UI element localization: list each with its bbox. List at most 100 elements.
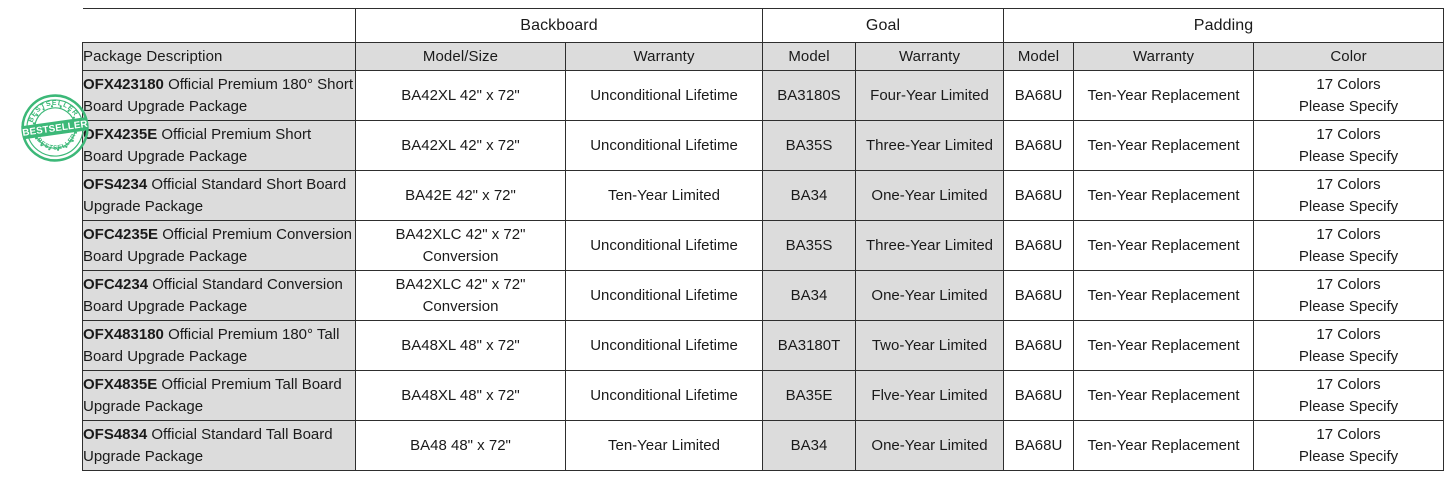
- cell-package-description: OFX483180 Official Premium 180° Tall Boa…: [82, 320, 356, 371]
- cell-padding-warranty: Ten-Year Replacement: [1073, 270, 1255, 321]
- color-count: 17 Colors: [1316, 326, 1381, 344]
- color-count: 17 Colors: [1316, 226, 1381, 244]
- backboard-model-line1: BA42XL 42" x 72": [401, 136, 520, 154]
- color-specify-note: Please Specify: [1298, 347, 1399, 365]
- cell-padding-warranty: Ten-Year Replacement: [1073, 420, 1255, 471]
- cell-padding-warranty: Ten-Year Replacement: [1073, 120, 1255, 171]
- cell-backboard-model-size: BA48 48" x 72": [355, 420, 566, 471]
- cell-backboard-model-size: BA42XL 42" x 72": [355, 120, 566, 171]
- package-description-text: Official Premium Conversion Board Upgrad…: [83, 226, 353, 265]
- package-description-text: Official Standard Conversion Board Upgra…: [83, 276, 343, 315]
- cell-padding-warranty: Ten-Year Replacement: [1073, 170, 1255, 221]
- backboard-model-line1: BA42XL 42" x 72": [401, 86, 520, 104]
- cell-backboard-warranty: Unconditional Lifetime: [565, 70, 763, 121]
- cell-backboard-warranty: Unconditional Lifetime: [565, 270, 763, 321]
- cell-package-description: OFS4234 Official Standard Short Board Up…: [82, 170, 356, 221]
- column-header-padding-color: Color: [1253, 42, 1445, 71]
- column-header-goal-warranty: Warranty: [854, 42, 1005, 71]
- package-description-text: Official Premium 180° Tall Board Upgrade…: [83, 326, 340, 365]
- table-row: OFC4235E Official Premium Conversion Boa…: [82, 220, 1445, 271]
- cell-goal-warranty: One-Year Limited: [854, 420, 1005, 471]
- cell-goal-model: BA35S: [762, 220, 856, 271]
- column-header-padding-model: Model: [1003, 42, 1075, 71]
- cell-package-description: OFX4835E Official Premium Tall Board Upg…: [82, 370, 356, 421]
- backboard-model-line1: BA48 48" x 72": [410, 436, 511, 454]
- cell-goal-model: BA34: [762, 170, 856, 221]
- cell-goal-model: BA3180S: [762, 70, 856, 121]
- color-count: 17 Colors: [1316, 176, 1381, 194]
- cell-backboard-warranty: Unconditional Lifetime: [565, 220, 763, 271]
- table-row: OFX4835E Official Premium Tall Board Upg…: [82, 370, 1445, 421]
- group-header-blank: [82, 8, 356, 43]
- package-sku: OFS4834: [83, 426, 148, 444]
- cell-backboard-warranty: Unconditional Lifetime: [565, 320, 763, 371]
- color-count: 17 Colors: [1316, 376, 1381, 394]
- package-sku: OFC4234: [83, 276, 149, 294]
- color-specify-note: Please Specify: [1298, 197, 1399, 215]
- cell-backboard-warranty: Unconditional Lifetime: [565, 120, 763, 171]
- column-header-padding-warranty: Warranty: [1073, 42, 1255, 71]
- cell-padding-warranty: Ten-Year Replacement: [1073, 220, 1255, 271]
- package-sku: OFS4234: [83, 176, 148, 194]
- backboard-model-line1: BA42XLC 42" x 72": [395, 276, 526, 294]
- cell-padding-color: 17 Colors Please Specify: [1253, 170, 1445, 221]
- cell-package-description: OFX423180 Official Premium 180° Short Bo…: [82, 70, 356, 121]
- cell-padding-color: 17 Colors Please Specify: [1253, 420, 1445, 471]
- color-count: 17 Colors: [1316, 126, 1381, 144]
- cell-padding-warranty: Ten-Year Replacement: [1073, 370, 1255, 421]
- cell-goal-warranty: Two-Year Limited: [854, 320, 1005, 371]
- cell-padding-model: BA68U: [1003, 120, 1075, 171]
- cell-package-description: OFC4234 Official Standard Conversion Boa…: [82, 270, 356, 321]
- cell-goal-warranty: Three-Year Limited: [854, 220, 1005, 271]
- color-specify-note: Please Specify: [1298, 297, 1399, 315]
- cell-backboard-warranty: Ten-Year Limited: [565, 170, 763, 221]
- table-row: OFX483180 Official Premium 180° Tall Boa…: [82, 320, 1445, 371]
- column-header-backboard-model-size: Model/Size: [355, 42, 566, 71]
- cell-goal-warranty: Three-Year Limited: [854, 120, 1005, 171]
- table-body: OFX423180 Official Premium 180° Short Bo…: [82, 70, 1445, 471]
- backboard-model-line1: BA48XL 48" x 72": [401, 386, 520, 404]
- bestseller-badge-icon: BESTSELLER BESTSELLER BESTSELLER: [18, 92, 92, 164]
- package-sku: OFX4835E: [83, 376, 158, 394]
- backboard-model-line2: Conversion: [422, 247, 499, 265]
- color-count: 17 Colors: [1316, 76, 1381, 94]
- color-specify-note: Please Specify: [1298, 447, 1399, 465]
- package-sku: OFX423180: [83, 76, 164, 94]
- cell-padding-color: 17 Colors Please Specify: [1253, 120, 1445, 171]
- backboard-model-line1: BA42XLC 42" x 72": [395, 226, 526, 244]
- package-description-text: Official Premium 180° Short Board Upgrad…: [83, 76, 354, 115]
- cell-goal-model: BA35S: [762, 120, 856, 171]
- cell-backboard-model-size: BA48XL 48" x 72": [355, 320, 566, 371]
- cell-padding-color: 17 Colors Please Specify: [1253, 270, 1445, 321]
- package-description-text: Official Premium Short Board Upgrade Pac…: [83, 126, 312, 165]
- table-row: OFX423180 Official Premium 180° Short Bo…: [82, 70, 1445, 121]
- cell-padding-model: BA68U: [1003, 420, 1075, 471]
- group-header-row: Backboard Goal Padding: [82, 8, 1445, 43]
- package-sku: OFX4235E: [83, 126, 158, 144]
- cell-padding-model: BA68U: [1003, 170, 1075, 221]
- cell-backboard-warranty: Unconditional Lifetime: [565, 370, 763, 421]
- table-row: OFS4234 Official Standard Short Board Up…: [82, 170, 1445, 221]
- package-description-text: Official Standard Short Board Upgrade Pa…: [83, 176, 347, 215]
- table-row: OFX4235E Official Premium Short Board Up…: [82, 120, 1445, 171]
- table-header: Backboard Goal Padding Package Descripti…: [82, 8, 1445, 71]
- cell-padding-model: BA68U: [1003, 270, 1075, 321]
- cell-goal-model: BA34: [762, 270, 856, 321]
- cell-goal-model: BA3180T: [762, 320, 856, 371]
- cell-padding-color: 17 Colors Please Specify: [1253, 370, 1445, 421]
- cell-goal-warranty: Flve-Year Limited: [854, 370, 1005, 421]
- table-row: OFC4234 Official Standard Conversion Boa…: [82, 270, 1445, 321]
- package-description-text: Official Standard Tall Board Upgrade Pac…: [83, 426, 333, 465]
- column-header-package-description: Package Description: [82, 42, 356, 71]
- cell-padding-model: BA68U: [1003, 220, 1075, 271]
- cell-backboard-model-size: BA42XLC 42" x 72" Conversion: [355, 270, 566, 321]
- group-header-padding: Padding: [1003, 8, 1445, 43]
- cell-padding-color: 17 Colors Please Specify: [1253, 320, 1445, 371]
- cell-goal-warranty: One-Year Limited: [854, 270, 1005, 321]
- color-specify-note: Please Specify: [1298, 147, 1399, 165]
- package-description-text: Official Premium Tall Board Upgrade Pack…: [83, 376, 342, 415]
- backboard-model-line1: BA42E 42" x 72": [405, 186, 516, 204]
- package-specification-table: Backboard Goal Padding Package Descripti…: [82, 8, 1445, 471]
- cell-package-description: OFS4834 Official Standard Tall Board Upg…: [82, 420, 356, 471]
